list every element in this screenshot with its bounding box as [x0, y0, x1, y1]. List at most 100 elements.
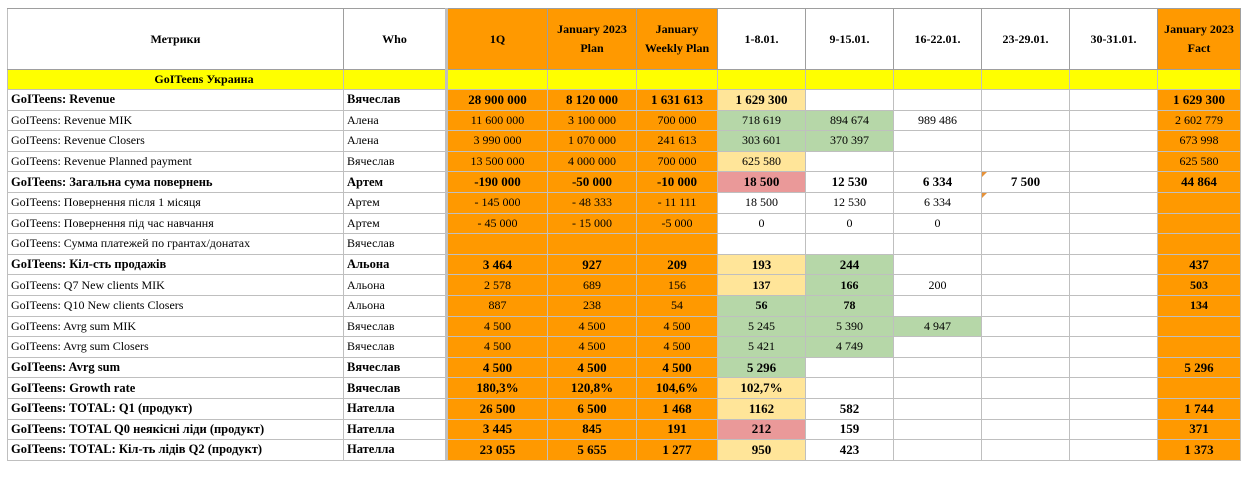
header-week-2[interactable]: 9-15.01. — [805, 8, 894, 70]
value-cell[interactable] — [893, 418, 982, 441]
cell[interactable] — [1069, 69, 1158, 90]
cell[interactable] — [636, 69, 718, 90]
value-cell[interactable] — [1069, 150, 1158, 173]
value-cell[interactable]: 4 500 — [636, 336, 718, 358]
header-january-fact[interactable]: January 2023 Fact — [1157, 8, 1241, 70]
value-cell[interactable]: 5 245 — [717, 315, 806, 338]
value-cell[interactable] — [981, 233, 1070, 255]
cell[interactable] — [547, 69, 637, 90]
value-cell[interactable]: 159 — [805, 418, 894, 441]
value-cell[interactable]: 23 055 — [445, 439, 548, 461]
value-cell[interactable]: 700 000 — [636, 109, 718, 132]
value-cell[interactable] — [981, 336, 1070, 358]
value-cell[interactable]: 4 500 — [445, 315, 548, 338]
value-cell[interactable] — [1069, 315, 1158, 338]
value-cell[interactable]: 4 000 000 — [547, 150, 637, 173]
value-cell[interactable]: 180,3% — [445, 377, 548, 399]
value-cell[interactable] — [1069, 336, 1158, 358]
value-cell[interactable]: 2 602 779 — [1157, 109, 1241, 132]
value-cell[interactable] — [981, 150, 1070, 173]
value-cell[interactable] — [1157, 233, 1241, 255]
metric-label[interactable]: GoITeens: Avrg sum MIK — [7, 315, 344, 338]
value-cell[interactable]: 209 — [636, 253, 718, 276]
value-cell[interactable]: 371 — [1157, 418, 1241, 441]
value-cell[interactable]: 4 500 — [547, 356, 637, 379]
value-cell[interactable]: 303 601 — [717, 130, 806, 152]
value-cell[interactable]: 0 — [893, 212, 982, 235]
value-cell[interactable]: 894 674 — [805, 109, 894, 132]
value-cell[interactable] — [805, 233, 894, 255]
value-cell[interactable]: 582 — [805, 397, 894, 420]
value-cell[interactable]: 370 397 — [805, 130, 894, 152]
value-cell[interactable]: 1 629 300 — [717, 89, 806, 111]
who-cell[interactable]: Вячеслав — [343, 336, 447, 358]
value-cell[interactable] — [1069, 274, 1158, 296]
metric-label[interactable]: GoITeens: Revenue Planned payment — [7, 150, 344, 173]
who-cell[interactable]: Альона — [343, 253, 447, 276]
value-cell[interactable]: - 145 000 — [445, 191, 548, 214]
value-cell[interactable]: 1 277 — [636, 439, 718, 461]
value-cell[interactable] — [981, 89, 1070, 111]
value-cell[interactable]: 1 629 300 — [1157, 89, 1241, 111]
header-who[interactable]: Who — [343, 8, 447, 70]
value-cell[interactable]: 4 500 — [445, 356, 548, 379]
header-week-4[interactable]: 23-29.01. — [981, 8, 1070, 70]
value-cell[interactable]: 625 580 — [1157, 150, 1241, 173]
value-cell[interactable]: 134 — [1157, 294, 1241, 317]
metric-label[interactable]: GoITeens: Повернення під час навчання — [7, 212, 344, 235]
value-cell[interactable] — [981, 274, 1070, 296]
value-cell[interactable] — [981, 397, 1070, 420]
value-cell[interactable]: - 11 111 — [636, 191, 718, 214]
value-cell[interactable] — [981, 191, 1070, 214]
value-cell[interactable] — [1157, 377, 1241, 399]
value-cell[interactable]: 120,8% — [547, 377, 637, 399]
cell[interactable] — [1157, 69, 1241, 90]
value-cell[interactable]: - 45 000 — [445, 212, 548, 235]
who-cell[interactable]: Альона — [343, 274, 447, 296]
value-cell[interactable]: 4 500 — [547, 336, 637, 358]
value-cell[interactable] — [981, 315, 1070, 338]
cell[interactable] — [893, 69, 982, 90]
value-cell[interactable]: 4 500 — [636, 315, 718, 338]
value-cell[interactable]: 11 600 000 — [445, 109, 548, 132]
value-cell[interactable] — [1069, 418, 1158, 441]
value-cell[interactable]: 4 500 — [547, 315, 637, 338]
value-cell[interactable] — [893, 397, 982, 420]
value-cell[interactable]: 18 500 — [717, 171, 806, 193]
who-cell[interactable]: Нателла — [343, 397, 447, 420]
value-cell[interactable] — [805, 150, 894, 173]
value-cell[interactable]: 7 500 — [981, 171, 1070, 193]
value-cell[interactable] — [893, 89, 982, 111]
value-cell[interactable]: 156 — [636, 274, 718, 296]
cell[interactable] — [805, 69, 894, 90]
header-1q[interactable]: 1Q — [445, 8, 548, 70]
cell[interactable] — [717, 69, 806, 90]
value-cell[interactable] — [547, 233, 637, 255]
value-cell[interactable]: 1 373 — [1157, 439, 1241, 461]
value-cell[interactable]: 700 000 — [636, 150, 718, 173]
who-cell[interactable]: Вячеслав — [343, 89, 447, 111]
value-cell[interactable]: 26 500 — [445, 397, 548, 420]
value-cell[interactable] — [805, 356, 894, 379]
value-cell[interactable] — [893, 377, 982, 399]
value-cell[interactable]: 5 390 — [805, 315, 894, 338]
value-cell[interactable] — [1157, 336, 1241, 358]
value-cell[interactable]: 4 500 — [445, 336, 548, 358]
value-cell[interactable] — [1069, 171, 1158, 193]
value-cell[interactable]: 0 — [805, 212, 894, 235]
metric-label[interactable]: GoITeens: Сумма платежей по грантах/дона… — [7, 233, 344, 255]
value-cell[interactable] — [1069, 212, 1158, 235]
metric-label[interactable]: GoITeens: Growth rate — [7, 377, 344, 399]
value-cell[interactable]: 3 100 000 — [547, 109, 637, 132]
value-cell[interactable] — [893, 130, 982, 152]
value-cell[interactable]: 3 990 000 — [445, 130, 548, 152]
value-cell[interactable] — [981, 294, 1070, 317]
value-cell[interactable]: 241 613 — [636, 130, 718, 152]
value-cell[interactable]: 2 578 — [445, 274, 548, 296]
value-cell[interactable] — [445, 233, 548, 255]
value-cell[interactable]: 104,6% — [636, 377, 718, 399]
value-cell[interactable]: 238 — [547, 294, 637, 317]
value-cell[interactable]: 54 — [636, 294, 718, 317]
value-cell[interactable] — [1069, 233, 1158, 255]
value-cell[interactable]: 18 500 — [717, 191, 806, 214]
